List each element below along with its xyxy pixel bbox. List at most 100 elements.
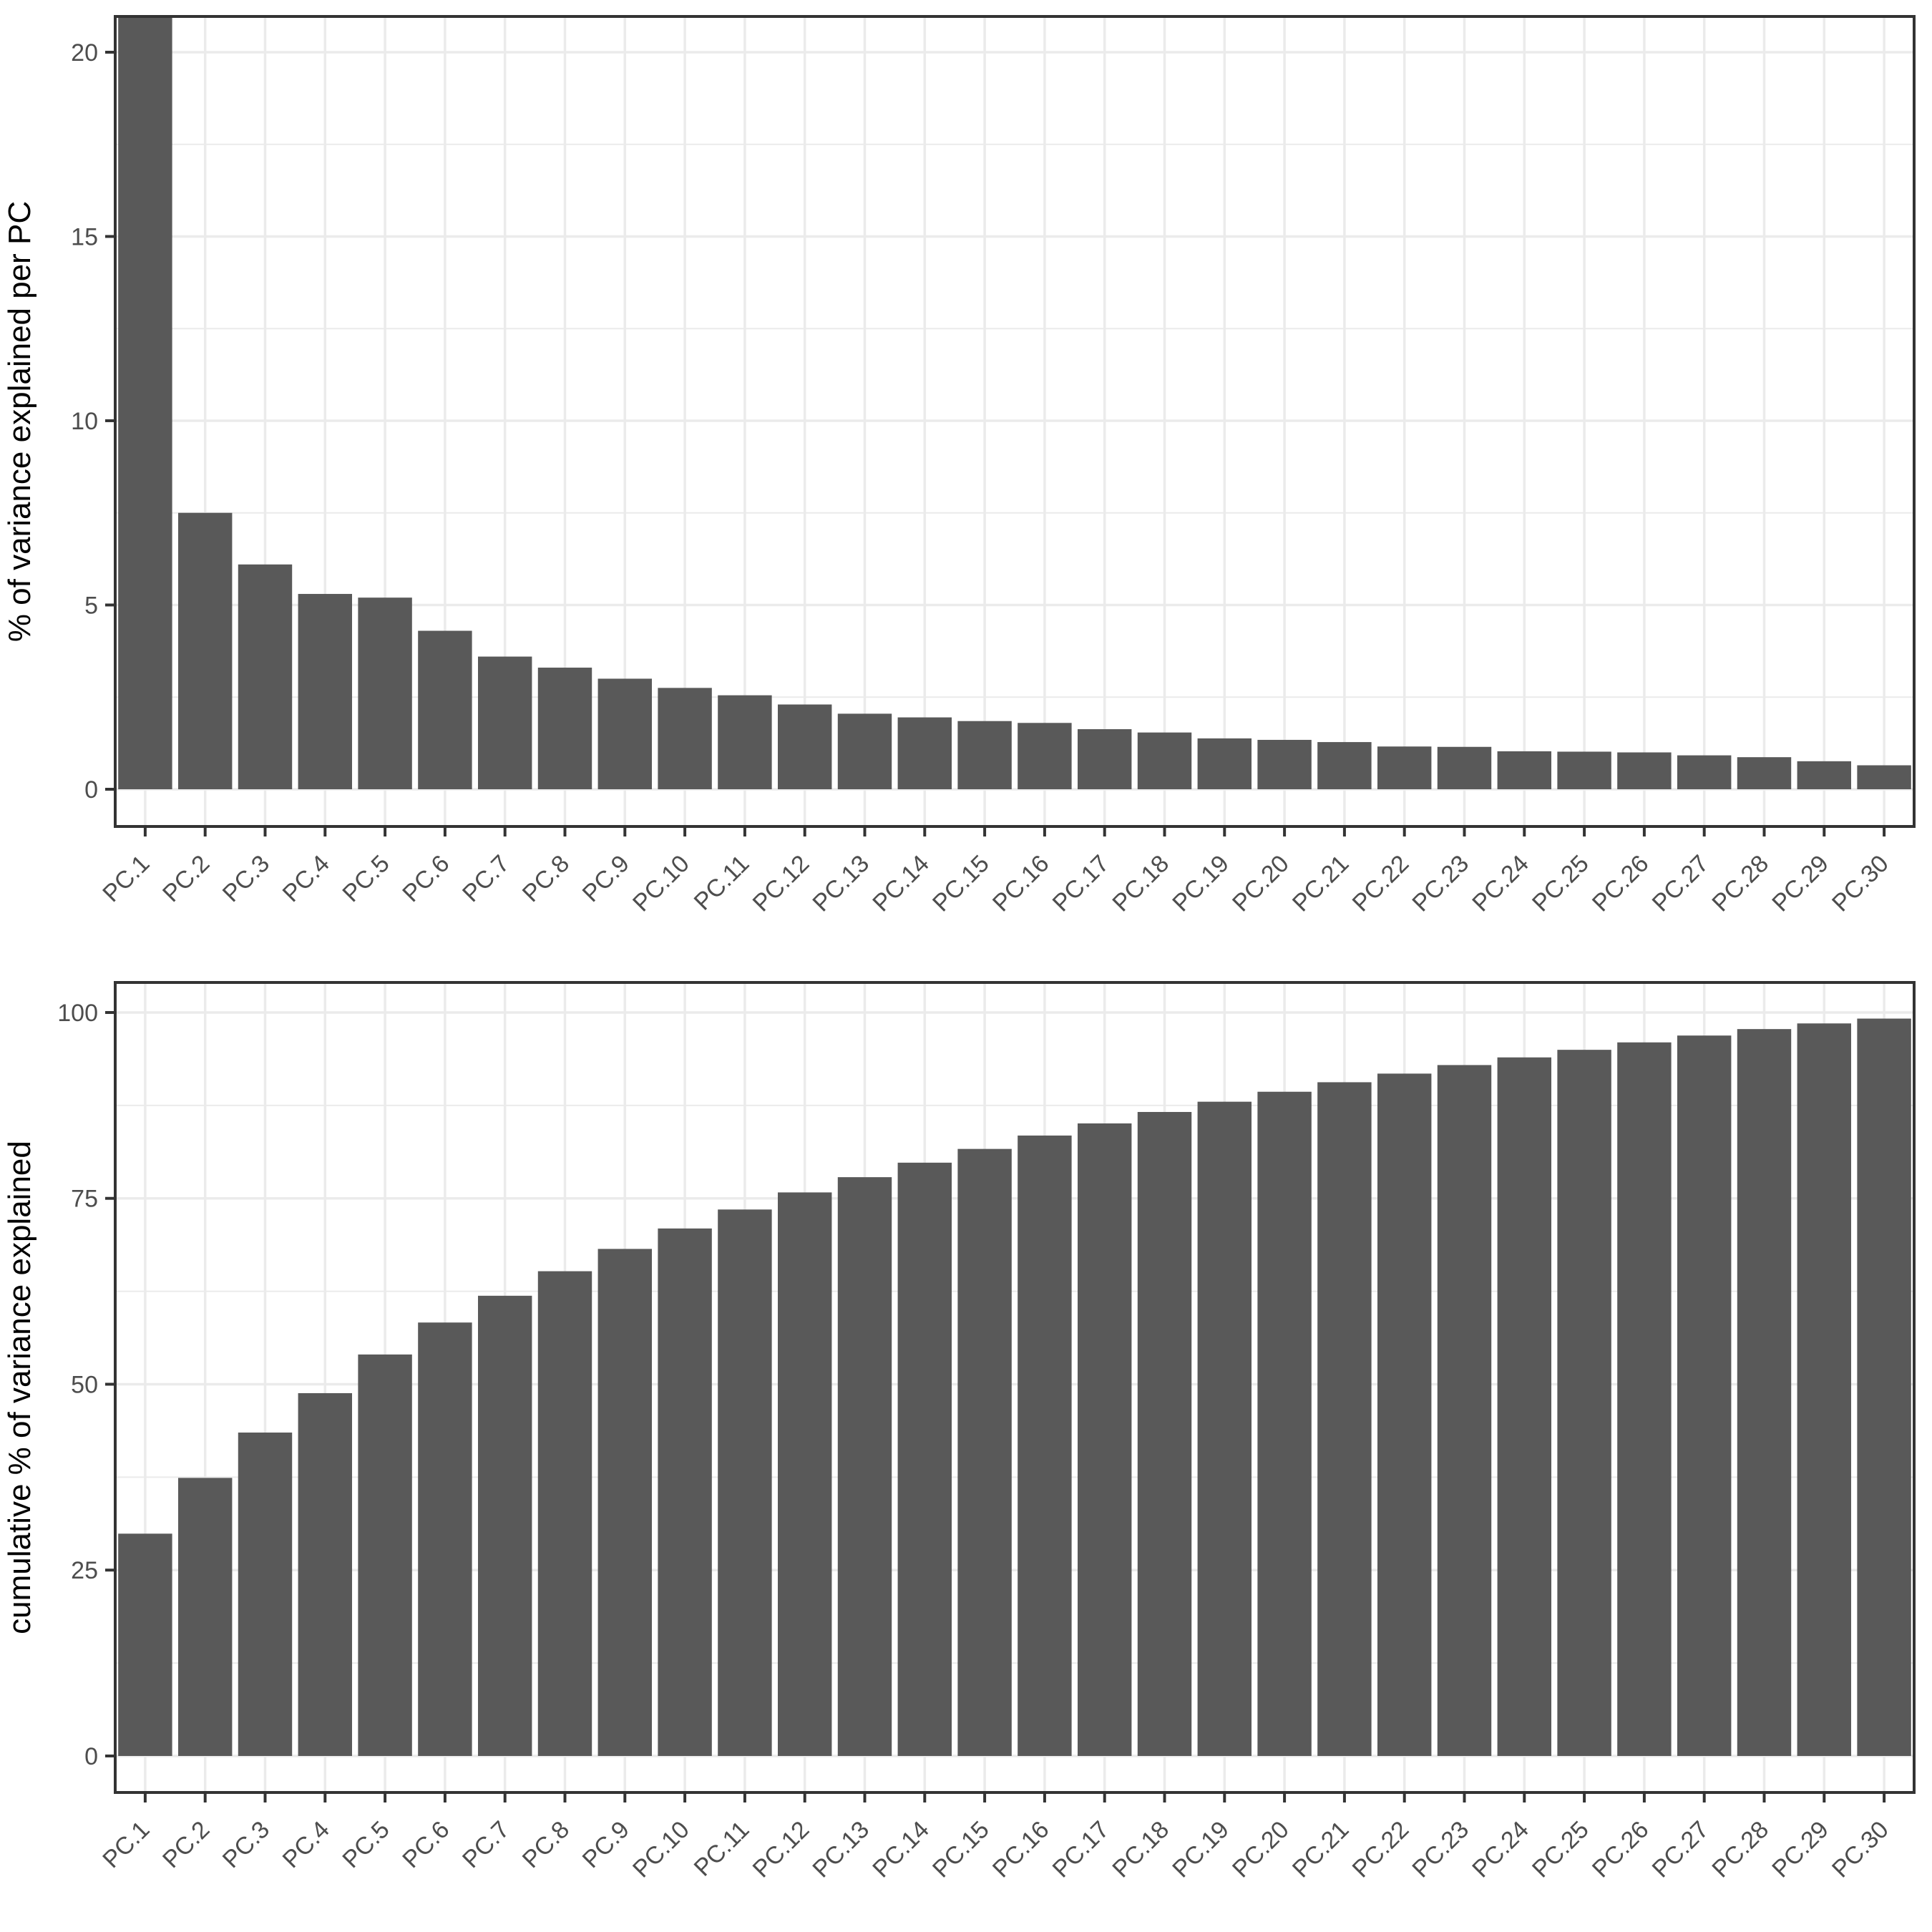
x-tick-label: PC.6 <box>397 1816 454 1873</box>
bar-PC.23 <box>1437 746 1492 789</box>
bar-PC.20 <box>1257 1091 1312 1756</box>
y-tick-label: 50 <box>71 1371 98 1398</box>
bar-PC.9 <box>597 1249 653 1756</box>
x-tick-label: PC.1 <box>97 850 155 907</box>
bar-PC.12 <box>777 704 832 789</box>
x-tick-label: PC.18 <box>1107 850 1174 917</box>
bar-PC.3 <box>238 564 293 789</box>
x-tick-label: PC.15 <box>927 1816 995 1883</box>
x-tick-label: PC.14 <box>867 1816 935 1883</box>
bar-PC.13 <box>837 1177 892 1756</box>
bar-PC.7 <box>477 656 532 789</box>
x-tick-label: PC.15 <box>927 850 995 917</box>
x-tick-label: PC.12 <box>748 850 815 917</box>
x-tick-label: PC.21 <box>1287 850 1355 917</box>
bar-PC.19 <box>1197 1101 1252 1756</box>
bar-PC.17 <box>1077 729 1132 789</box>
bar-PC.13 <box>837 713 892 789</box>
x-tick-label: PC.7 <box>457 1816 514 1873</box>
bar-PC.15 <box>957 721 1012 789</box>
x-tick-label: PC.6 <box>397 850 454 907</box>
x-tick-label: PC.29 <box>1767 850 1834 917</box>
x-tick-label: PC.12 <box>748 1816 815 1883</box>
x-tick-label: PC.26 <box>1587 1816 1654 1883</box>
x-tick-label: PC.23 <box>1407 1816 1474 1883</box>
x-tick-label: PC.28 <box>1707 1816 1774 1883</box>
bar-PC.29 <box>1797 1023 1852 1756</box>
bar-PC.21 <box>1317 1082 1372 1756</box>
x-tick-label: PC.10 <box>628 850 695 917</box>
bar-PC.19 <box>1197 738 1252 789</box>
x-tick-label: PC.27 <box>1647 1816 1714 1883</box>
x-tick-label: PC.8 <box>517 850 575 907</box>
x-tick-label: PC.3 <box>218 1816 275 1873</box>
x-tick-label: PC.17 <box>1048 1816 1115 1883</box>
x-tick-label: PC.4 <box>278 1816 335 1873</box>
bar-PC.25 <box>1557 1050 1611 1756</box>
y-tick-label: 10 <box>71 408 98 435</box>
x-tick-label: PC.8 <box>517 1816 575 1873</box>
bar-PC.28 <box>1737 1029 1792 1756</box>
x-tick-label: PC.25 <box>1527 850 1594 917</box>
x-tick-label: PC.1 <box>97 1816 155 1873</box>
scree-chart-figure: 0 5 10 15 20 PC.1 PC.2 PC.3 PC.4 PC.5 PC.6 PC.7 PC.8… <box>2 15 1916 917</box>
x-tick-label: PC.11 <box>689 1816 755 1882</box>
x-tick-label: PC.4 <box>278 850 335 907</box>
y-tick-label: 5 <box>84 592 98 619</box>
bar-PC.5 <box>358 597 412 789</box>
x-tick-label: PC.9 <box>577 1816 635 1873</box>
bar-PC.29 <box>1797 761 1852 789</box>
x-tick-label: PC.14 <box>867 850 935 917</box>
bar-PC.15 <box>957 1148 1012 1756</box>
y-tick-label: 75 <box>71 1186 98 1213</box>
bar-PC.26 <box>1617 1042 1672 1756</box>
y-axis-title-scree: % of variance explained per PC <box>2 201 37 642</box>
bar-PC.10 <box>658 688 712 789</box>
x-tick-label: PC.19 <box>1167 850 1234 917</box>
bar-PC.6 <box>418 1322 472 1756</box>
cumulative-chart-figure: 0 25 50 75 100 PC.1 PC.2 PC.3 PC.4 PC.5 PC.6 PC.7 PC… <box>0 966 1932 1932</box>
bar-PC.11 <box>718 695 772 789</box>
x-tick-label: PC.5 <box>337 1816 394 1873</box>
x-tick-label: PC.3 <box>218 850 275 907</box>
x-tick-label: PC.23 <box>1407 850 1474 917</box>
bar-PC.10 <box>658 1228 712 1756</box>
x-tick-label: PC.24 <box>1467 850 1534 917</box>
x-tick-label: PC.22 <box>1347 1816 1415 1883</box>
bar-PC.21 <box>1317 742 1372 789</box>
grid-major <box>115 1011 1914 1757</box>
x-tick-label: PC.30 <box>1827 1816 1894 1883</box>
x-tick-label: PC.24 <box>1467 1816 1534 1883</box>
y-tick-label: 25 <box>71 1557 98 1584</box>
x-axis: PC.1 PC.2 PC.3 PC.4 PC.5 PC.6 PC.7 PC.8 PC.9PC.1… <box>97 1792 1894 1883</box>
grid-minor <box>115 143 1914 698</box>
bar-PC.24 <box>1497 751 1552 789</box>
bar-PC.1 <box>118 1533 172 1756</box>
x-tick-label: PC.2 <box>157 850 215 907</box>
bar-PC.27 <box>1677 1035 1732 1756</box>
bar-PC.25 <box>1557 751 1611 789</box>
bar-PC.4 <box>298 1392 353 1756</box>
y-tick-label: 100 <box>57 1000 98 1027</box>
y-axis: 0 25 50 75 100 <box>57 1000 115 1770</box>
y-tick-label: 15 <box>71 223 98 250</box>
bars-group <box>118 1018 1911 1756</box>
panel-border <box>114 981 1916 1794</box>
bar-PC.28 <box>1737 757 1792 789</box>
bar-PC.8 <box>537 1271 592 1756</box>
bar-PC.24 <box>1497 1057 1552 1756</box>
bar-PC.26 <box>1617 752 1672 789</box>
x-tick-label: PC.18 <box>1107 1816 1174 1883</box>
x-tick-label: PC.16 <box>987 850 1055 917</box>
scree-bar-chart: 0 5 10 15 20 PC.1 PC.2 PC.3 PC.4 PC.5 PC.6 PC.7 PC.8… <box>2 15 1916 917</box>
bar-PC.18 <box>1137 1111 1192 1756</box>
bar-PC.27 <box>1677 755 1732 789</box>
panel-background <box>115 982 1914 1792</box>
x-tick-label: PC.25 <box>1527 1816 1594 1883</box>
x-tick-label: PC.30 <box>1827 850 1894 917</box>
bar-PC.6 <box>418 630 472 789</box>
bar-PC.12 <box>777 1192 832 1756</box>
bar-PC.16 <box>1018 723 1072 789</box>
